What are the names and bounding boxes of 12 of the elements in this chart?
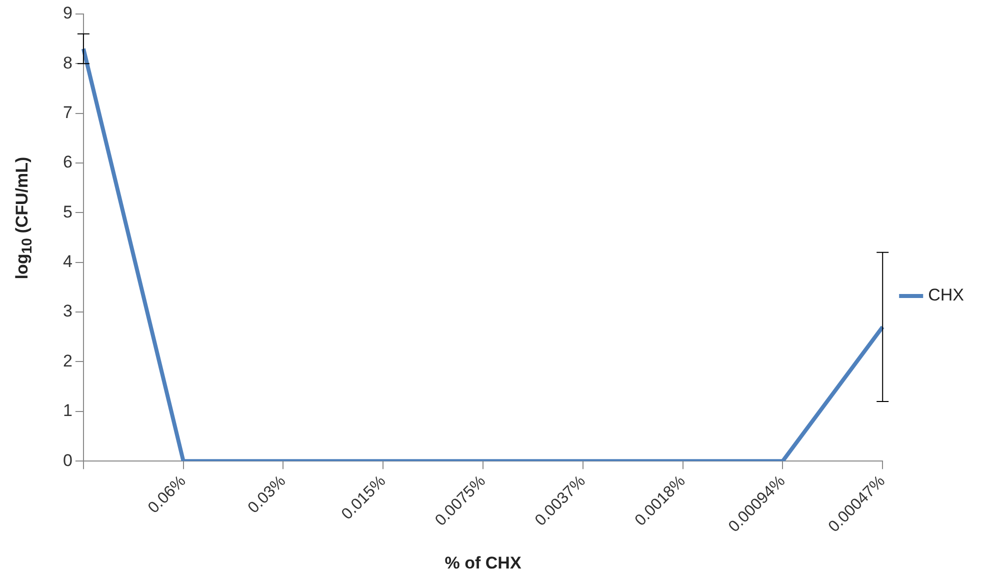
y-tick-label: 8 (62, 53, 72, 72)
y-tick-label: 2 (62, 351, 72, 370)
y-tick-label: 7 (62, 103, 72, 122)
y-tick-label: 4 (62, 252, 72, 272)
y-tick-label: 5 (62, 202, 72, 222)
legend-label: CHX (928, 286, 964, 305)
x-axis-title: % of CHX (444, 553, 522, 572)
y-tick-label: 6 (62, 152, 72, 172)
y-tick-label: 3 (62, 302, 72, 321)
y-tick-label: 1 (62, 401, 72, 420)
y-tick-label: 0 (62, 450, 72, 470)
y-tick-label: 9 (62, 4, 72, 23)
